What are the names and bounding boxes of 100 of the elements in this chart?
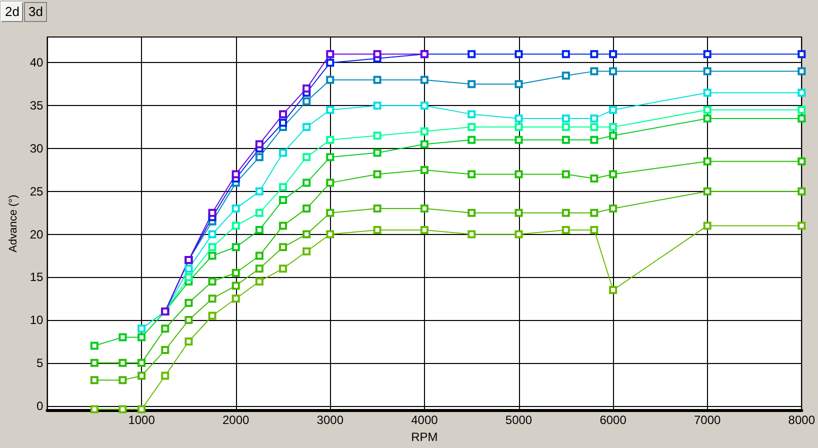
point [703,88,712,97]
y-tick-label: 15 [30,270,44,284]
point [302,247,311,256]
text: 2d [1,2,24,22]
point [90,358,98,367]
point [609,286,618,294]
point [302,97,311,106]
point [420,102,428,110]
point [279,110,287,118]
point [326,178,334,187]
point [302,230,311,238]
point [590,50,598,58]
point [208,230,216,238]
point [798,106,806,114]
point [208,243,216,252]
y-tick-label: 40 [30,56,44,70]
point [373,76,382,84]
point [562,50,570,58]
point [373,226,382,234]
point [590,136,598,144]
point [138,358,146,367]
y-tick-label: 0 [36,398,44,413]
point [468,136,476,144]
point [138,405,146,414]
point [703,157,712,166]
point [255,140,264,148]
point [161,324,170,333]
point [302,153,311,162]
point [798,157,806,166]
point [798,187,806,196]
point [302,204,311,213]
point [90,376,98,384]
point [279,148,287,157]
point [138,372,146,380]
point [326,76,334,84]
x-tick-label: 4000 [411,413,438,428]
point [232,204,240,213]
point [562,114,570,122]
y-axis-title: Advance (°) [8,194,20,252]
point [562,72,570,80]
x-tick-label: 2000 [222,413,250,428]
point [514,114,523,122]
point [468,50,476,58]
point [609,67,618,76]
point [232,222,240,230]
point [326,153,334,162]
y-tick-label: 10 [30,313,44,328]
y-tick-label: 30 [30,142,44,156]
point [326,106,334,114]
point [420,140,428,148]
point [514,208,523,217]
point [562,123,570,132]
point [232,268,240,277]
point [208,208,216,217]
point [279,183,287,192]
point [703,114,712,122]
point [255,252,264,260]
point [420,166,428,174]
point [798,88,806,97]
point [255,226,264,234]
point [468,123,476,132]
point [184,316,193,324]
point [420,76,428,84]
point [514,136,523,144]
point [562,136,570,144]
point [468,230,476,238]
point [118,376,127,384]
point [373,102,382,110]
point [420,204,428,213]
point [468,170,476,178]
point [373,170,382,178]
point [138,333,146,342]
point [90,405,98,414]
point [279,196,287,204]
point [468,110,476,118]
point [590,174,598,183]
point [798,222,806,230]
point [703,222,712,230]
point [373,204,382,213]
point [184,298,193,307]
point [420,226,428,234]
point [208,277,216,286]
point [302,123,311,132]
point [118,358,127,367]
point [118,333,127,342]
point [279,243,287,252]
point [255,187,264,196]
point [514,170,523,178]
point [255,208,264,217]
point [326,58,334,67]
point [208,312,216,320]
point [255,277,264,286]
point [609,123,618,132]
point [279,222,287,230]
point [609,204,618,213]
point [703,187,712,196]
x-tick-label: 6000 [600,413,627,428]
point [590,208,598,217]
y-tick-label: 25 [30,184,44,198]
point [514,230,523,238]
